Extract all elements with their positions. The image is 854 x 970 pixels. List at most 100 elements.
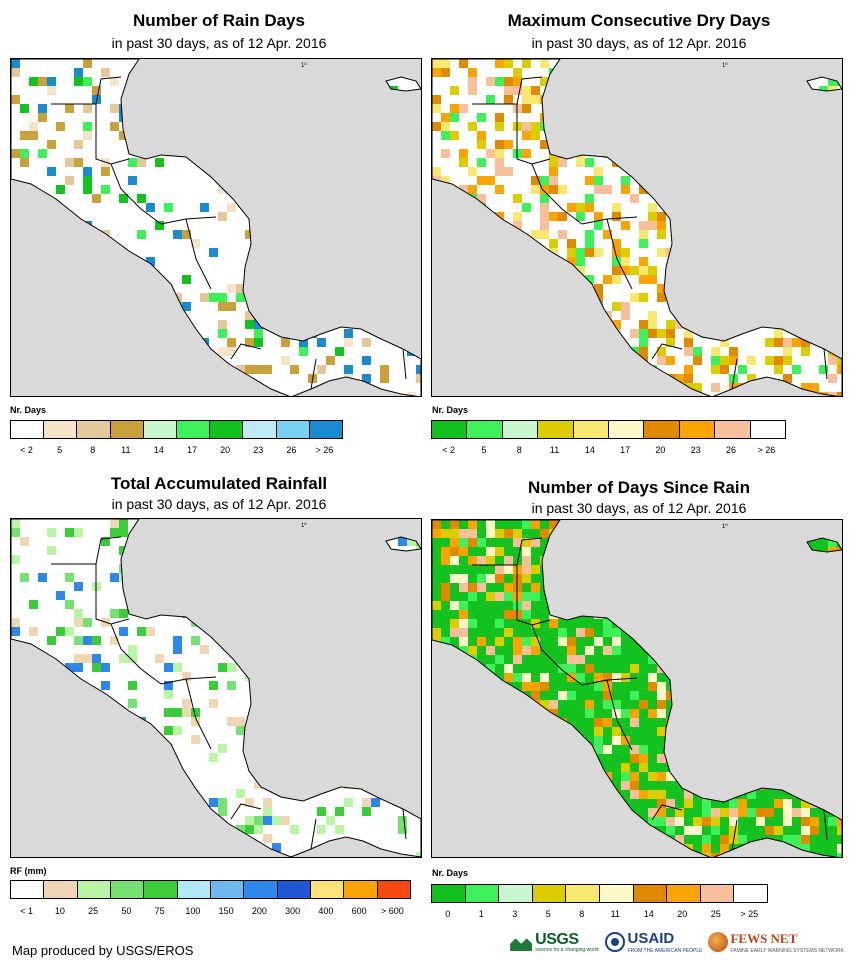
- country-border: [402, 348, 407, 380]
- coastline: [11, 519, 421, 857]
- legend-swatch: [633, 885, 668, 902]
- legend-label: < 2: [442, 445, 456, 455]
- legend-swatch: [77, 421, 111, 438]
- legend-label: 5: [57, 445, 63, 455]
- legend-label: 3: [512, 909, 518, 919]
- legend-label: 11: [121, 445, 131, 455]
- country-border: [310, 358, 317, 390]
- legend-bar: [431, 884, 768, 903]
- legend-swatch: [667, 885, 701, 902]
- legend-swatch: [77, 881, 111, 898]
- fewsnet-globe-icon: [708, 932, 729, 952]
- legend-labels: < 2 5 8 11 14 17 20 23 26 > 26: [431, 445, 784, 457]
- legend-label: 0: [445, 909, 451, 919]
- legend-label: 150: [218, 906, 234, 916]
- legend-label: 10: [54, 906, 65, 916]
- legend-swatch: [502, 421, 539, 438]
- legend-label: 14: [584, 445, 595, 455]
- legend-label: 1: [478, 909, 484, 919]
- legend-swatch: [177, 881, 211, 898]
- map-rain-days: 1º: [10, 58, 422, 397]
- legend-swatch: [143, 421, 178, 438]
- legend-label: 14: [153, 445, 164, 455]
- legend-swatch: [110, 881, 145, 898]
- country-border: [516, 537, 543, 566]
- legend-label: 11: [549, 445, 560, 455]
- island-outline: [385, 76, 421, 92]
- country-border: [731, 358, 738, 390]
- legend-label: 5: [545, 909, 551, 919]
- legend-label: 300: [285, 906, 301, 916]
- legend-swatch: [499, 885, 533, 902]
- coastline: [11, 59, 421, 396]
- panel-subtitle: in past 30 days, as of 12 Apr. 2016: [531, 500, 747, 516]
- legend-label: 20: [220, 445, 231, 455]
- legend-swatch: [538, 421, 574, 438]
- legend-label: 23: [690, 445, 701, 455]
- legend-label: 14: [643, 909, 654, 919]
- graticule-label: 1º: [722, 62, 728, 69]
- legend-swatch: [276, 421, 310, 438]
- legend-bar: [10, 420, 343, 439]
- country-border: [310, 818, 317, 850]
- fewsnet-logo: FEWS NET FAMINE EARLY WARNING SYSTEMS NE…: [708, 930, 844, 954]
- legend-label: 50: [121, 906, 132, 916]
- country-border: [110, 163, 162, 225]
- legend-swatch: [432, 885, 466, 902]
- legend-swatch: [210, 881, 245, 898]
- island-outline: [385, 536, 421, 552]
- panel-title: Maximum Consecutive Dry Days: [507, 11, 771, 30]
- country-border: [516, 76, 543, 105]
- legend-label: > 25: [740, 909, 759, 919]
- legend-title: Nr. Days: [10, 405, 47, 415]
- legend-label: 400: [318, 906, 334, 916]
- legend-label: 200: [251, 906, 267, 916]
- country-border: [95, 76, 122, 105]
- country-border: [402, 808, 407, 840]
- legend-label: 26: [286, 445, 297, 455]
- legend-swatch: [644, 421, 680, 438]
- panel-subtitle: in past 30 days, as of 12 Apr. 2016: [531, 35, 747, 51]
- legend-swatch: [11, 881, 45, 898]
- legend-swatch: [467, 421, 503, 438]
- country-border: [531, 163, 583, 225]
- landmass: [432, 520, 842, 857]
- map-total-rainfall: 1º: [10, 518, 422, 858]
- island-outline: [806, 76, 842, 92]
- legend-swatch: [177, 421, 211, 438]
- country-border: [51, 563, 130, 625]
- usaid-logo-text: USAID: [627, 930, 675, 947]
- usaid-tagline: FROM THE AMERICAN PEOPLE: [627, 948, 703, 954]
- legend-swatch: [566, 885, 600, 902]
- legend-swatch: [277, 881, 311, 898]
- legend-title: Nr. Days: [432, 868, 469, 878]
- usgs-logo: USGS science for a changing world: [510, 931, 599, 953]
- legend-swatch: [309, 421, 343, 438]
- legend-label: 25: [88, 906, 99, 916]
- country-border: [230, 803, 262, 820]
- country-border: [51, 103, 130, 165]
- legend-label: 600: [351, 906, 367, 916]
- legend-swatch: [244, 881, 278, 898]
- country-border: [731, 819, 738, 851]
- map-canvas: 1º: [432, 520, 842, 857]
- country-border: [110, 623, 162, 685]
- graticule-label: 1º: [722, 523, 728, 530]
- panel-subtitle: in past 30 days, as of 12 Apr. 2016: [111, 496, 327, 512]
- legend-swatch: [609, 421, 645, 438]
- legend-swatch: [700, 885, 735, 902]
- graticule-label: 1º: [301, 62, 307, 69]
- legend-label: < 2: [20, 445, 33, 455]
- legend-label: > 600: [380, 906, 404, 916]
- country-border: [823, 809, 828, 841]
- coastline: [432, 59, 842, 396]
- usaid-seal-icon: [604, 932, 625, 952]
- panel-title: Number of Days Since Rain: [527, 478, 750, 497]
- country-border: [606, 218, 633, 290]
- fewsnet-tagline: FAMINE EARLY WARNING SYSTEMS NETWORK: [730, 948, 844, 954]
- legend-bar: [10, 880, 411, 899]
- map-canvas: 1º: [432, 59, 842, 396]
- legend-swatch: [532, 885, 567, 902]
- panel-subtitle: in past 30 days, as of 12 Apr. 2016: [111, 35, 327, 51]
- legend-swatch: [310, 881, 345, 898]
